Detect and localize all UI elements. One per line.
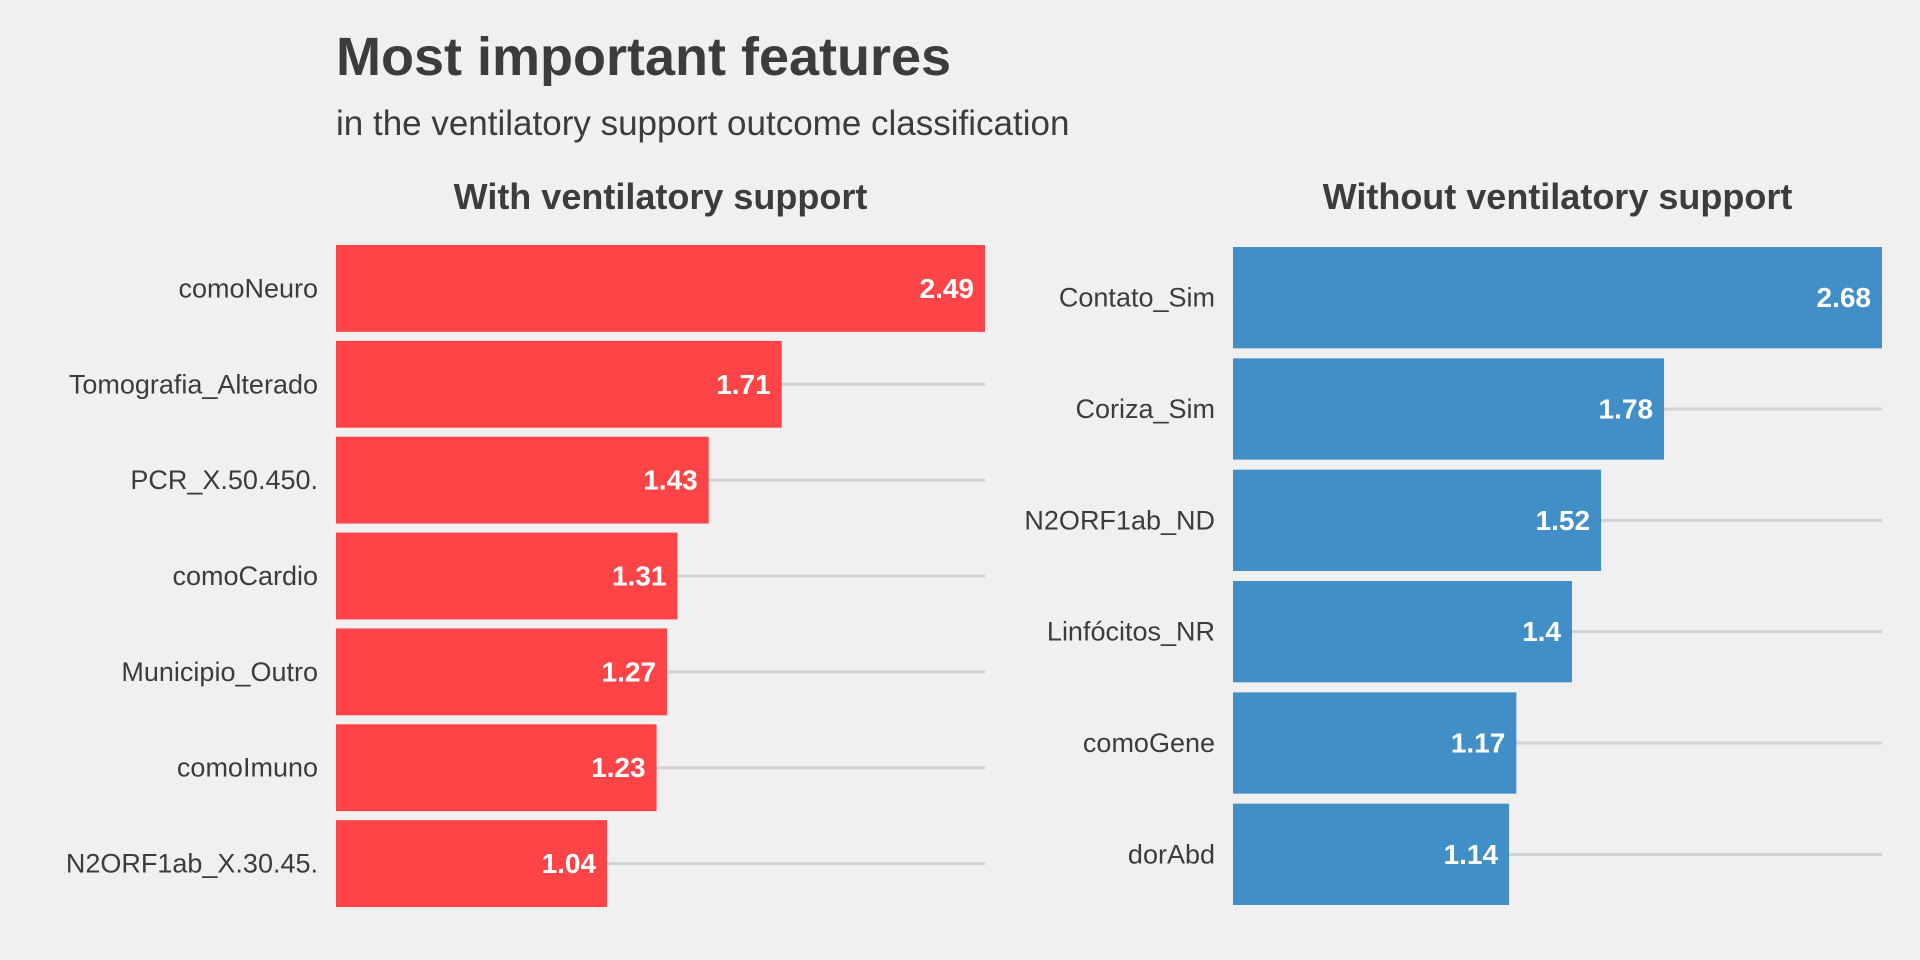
bar-PCR_X.50.450. <box>336 436 709 524</box>
bar-Contato_Sim <box>1233 247 1882 349</box>
chart-title: Most important features <box>336 27 952 87</box>
value-label: 1.71 <box>716 369 771 400</box>
category-label: comoImuno <box>177 753 318 783</box>
value-label: 1.31 <box>612 561 667 592</box>
panel-without-support: Contato_Sim 2.68 Coriza_Sim 1.78 N2ORF1ab_ND… <box>1024 247 1882 905</box>
panel-with-support: comoNeuro 2.49 Tomografia_Alterado 1.71 PCR_… <box>66 245 985 907</box>
value-label: 1.43 <box>643 465 698 496</box>
chart-subtitle: in the ventilatory support outcome class… <box>336 104 1070 143</box>
bar-N2ORF1ab_ND <box>1233 469 1602 571</box>
bar-comoNeuro <box>336 245 985 332</box>
bar-comoGene <box>1233 692 1517 794</box>
bar-Linfócitos_NR <box>1233 581 1573 683</box>
category-label: dorAbd <box>1128 839 1215 869</box>
panel-title-without-support: Without ventilatory support <box>1322 176 1793 217</box>
value-label: 1.78 <box>1599 394 1654 425</box>
category-label: Coriza_Sim <box>1075 394 1215 424</box>
bar-Municipio_Outro <box>336 628 668 716</box>
value-label: 1.4 <box>1522 616 1561 647</box>
panel-title-with-support: With ventilatory support <box>453 176 868 217</box>
value-label: 2.68 <box>1817 282 1872 313</box>
value-label: 2.49 <box>920 273 975 304</box>
bar-comoCardio <box>336 532 678 620</box>
value-label: 1.52 <box>1536 505 1591 536</box>
value-label: 1.23 <box>591 752 646 783</box>
value-label: 1.17 <box>1451 728 1506 759</box>
value-label: 1.27 <box>602 656 657 687</box>
category-label: comoNeuro <box>178 273 318 303</box>
bar-comoImuno <box>336 724 657 812</box>
bar-dorAbd <box>1233 803 1510 905</box>
bar-N2ORF1ab_X.30.45. <box>336 820 608 907</box>
category-label: comoCardio <box>172 561 318 591</box>
value-label: 1.04 <box>542 848 597 879</box>
category-label: Municipio_Outro <box>121 657 318 687</box>
category-label: N2ORF1ab_X.30.45. <box>66 849 318 879</box>
value-label: 1.14 <box>1444 839 1499 870</box>
category-label: comoGene <box>1083 728 1215 758</box>
category-label: Contato_Sim <box>1059 283 1215 313</box>
category-label: Linfócitos_NR <box>1047 617 1215 647</box>
bar-Tomografia_Alterado <box>336 340 782 428</box>
bar-Coriza_Sim <box>1233 358 1665 460</box>
category-label: Tomografia_Alterado <box>69 369 318 399</box>
category-label: PCR_X.50.450. <box>130 465 318 495</box>
category-label: N2ORF1ab_ND <box>1024 505 1215 535</box>
